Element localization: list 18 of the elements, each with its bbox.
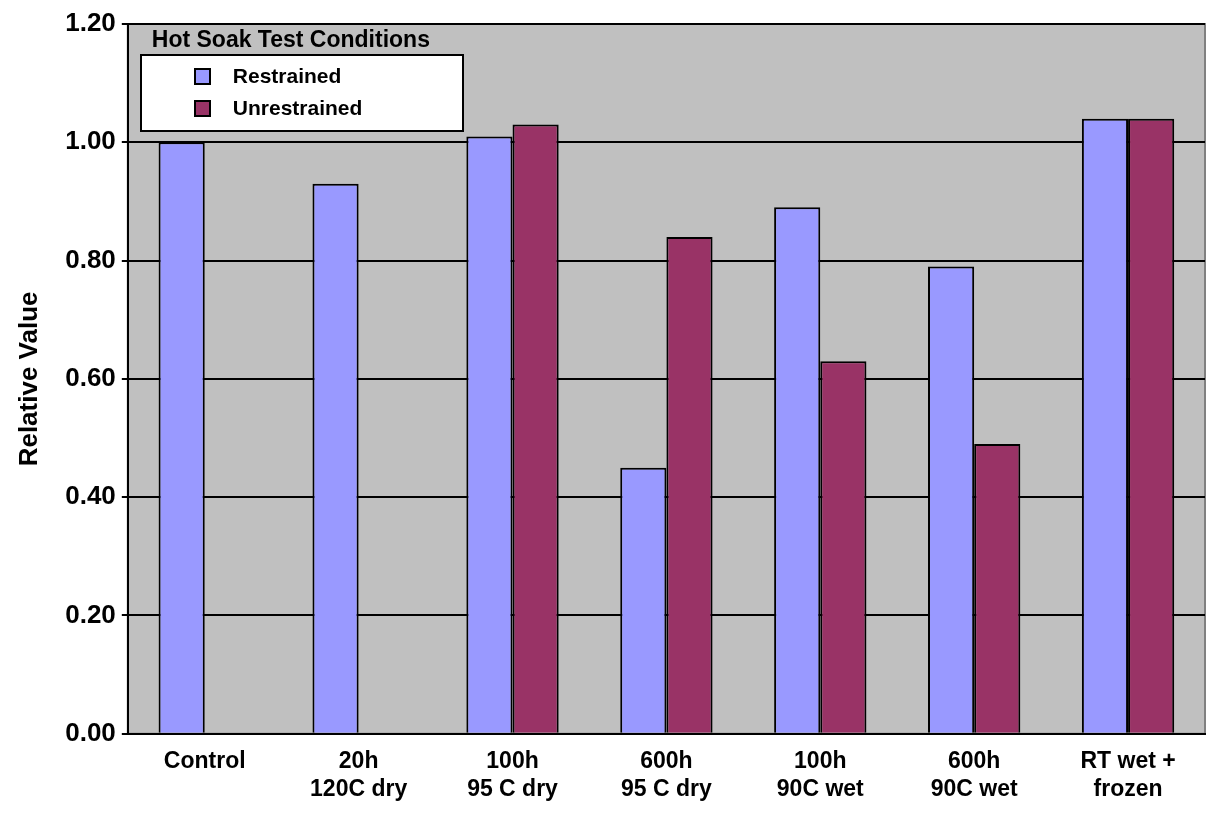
legend-label: Unrestrained (232, 96, 363, 120)
x-tick-label: 600h 90C wet (930, 746, 1018, 801)
x-tick-label: 100h 95 C dry (467, 746, 559, 801)
y-axis-title: Relative Value (12, 291, 43, 467)
y-tick-label: 0.40 (65, 480, 116, 511)
x-tick-label: 100h 90C wet (776, 746, 865, 801)
x-tick-label: 600h 95 C dry (621, 746, 712, 801)
legend-label: Restrained (232, 64, 342, 88)
x-tick-label: Control (163, 746, 246, 773)
legend-title: Hot Soak Test Conditions (151, 26, 430, 53)
y-tick-label: 0.20 (65, 598, 116, 629)
y-tick-label: 0.00 (65, 716, 116, 747)
y-tick-label: 0.60 (65, 362, 116, 393)
y-tick-label: 1.20 (65, 7, 116, 38)
x-tick-label: RT wet + frozen (1080, 746, 1176, 801)
y-tick-label: 0.80 (65, 243, 116, 274)
x-tick-label: 20h 120C dry (310, 746, 408, 801)
y-tick-label: 1.00 (65, 125, 116, 156)
